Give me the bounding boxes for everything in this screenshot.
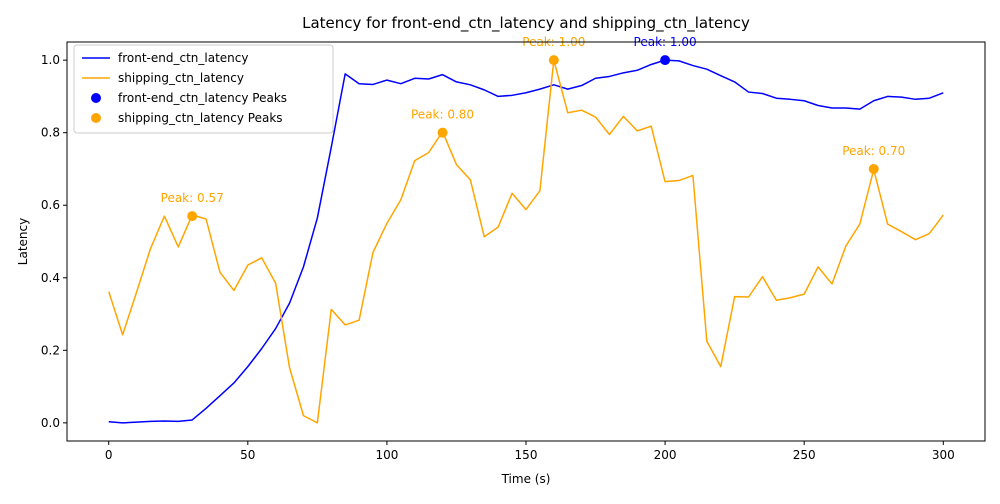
y-tick-label: 0.0 — [41, 416, 60, 430]
y-tick-label: 1.0 — [41, 53, 60, 67]
x-tick-label: 300 — [932, 448, 955, 462]
series-line-shipping_ctn_latency — [108, 59, 944, 424]
y-axis: 0.0 0.2 0.4 0.6 0.8 1.0 — [41, 53, 67, 430]
x-axis: 0 50 100 150 200 250 300 — [105, 441, 955, 462]
x-axis-label: Time (s) — [501, 472, 551, 486]
peak-label-shipping_ctn_latency: Peak: 0.70 — [842, 144, 905, 158]
legend-label: shipping_ctn_latency Peaks — [118, 111, 283, 125]
x-tick-label: 200 — [654, 448, 677, 462]
peak-marker-shipping_ctn_latency — [187, 211, 198, 222]
y-tick-label: 0.6 — [41, 198, 60, 212]
series-line-front-end_ctn_latency — [108, 59, 944, 424]
y-tick-label: 0.4 — [41, 271, 60, 285]
peak-marker-shipping_ctn_latency — [437, 127, 448, 138]
peak-marker-shipping_ctn_latency — [548, 55, 559, 66]
peak-label-shipping_ctn_latency: Peak: 0.80 — [411, 108, 474, 122]
legend-label: shipping_ctn_latency — [118, 71, 244, 85]
y-tick-label: 0.8 — [41, 126, 60, 140]
legend-label: front-end_ctn_latency Peaks — [118, 91, 287, 105]
legend: front-end_ctn_latency shipping_ctn_latenc… — [73, 44, 334, 134]
peak-marker-front-end_ctn_latency — [660, 55, 671, 66]
x-tick-label: 50 — [240, 448, 255, 462]
legend-swatch-marker — [91, 113, 101, 123]
y-tick-label: 0.2 — [41, 343, 60, 357]
x-tick-label: 150 — [515, 448, 538, 462]
series-layer — [108, 59, 944, 424]
peak-label-shipping_ctn_latency: Peak: 0.57 — [161, 191, 224, 205]
x-tick-label: 250 — [793, 448, 816, 462]
x-tick-label: 0 — [105, 448, 113, 462]
peak-marker-shipping_ctn_latency — [868, 163, 879, 174]
chart-title: Latency for front-end_ctn_latency and sh… — [302, 14, 750, 33]
legend-swatch-marker — [91, 93, 101, 103]
x-tick-label: 100 — [375, 448, 398, 462]
legend-label: front-end_ctn_latency — [118, 51, 248, 65]
y-axis-label: Latency — [16, 218, 30, 265]
legend-box — [73, 44, 334, 134]
